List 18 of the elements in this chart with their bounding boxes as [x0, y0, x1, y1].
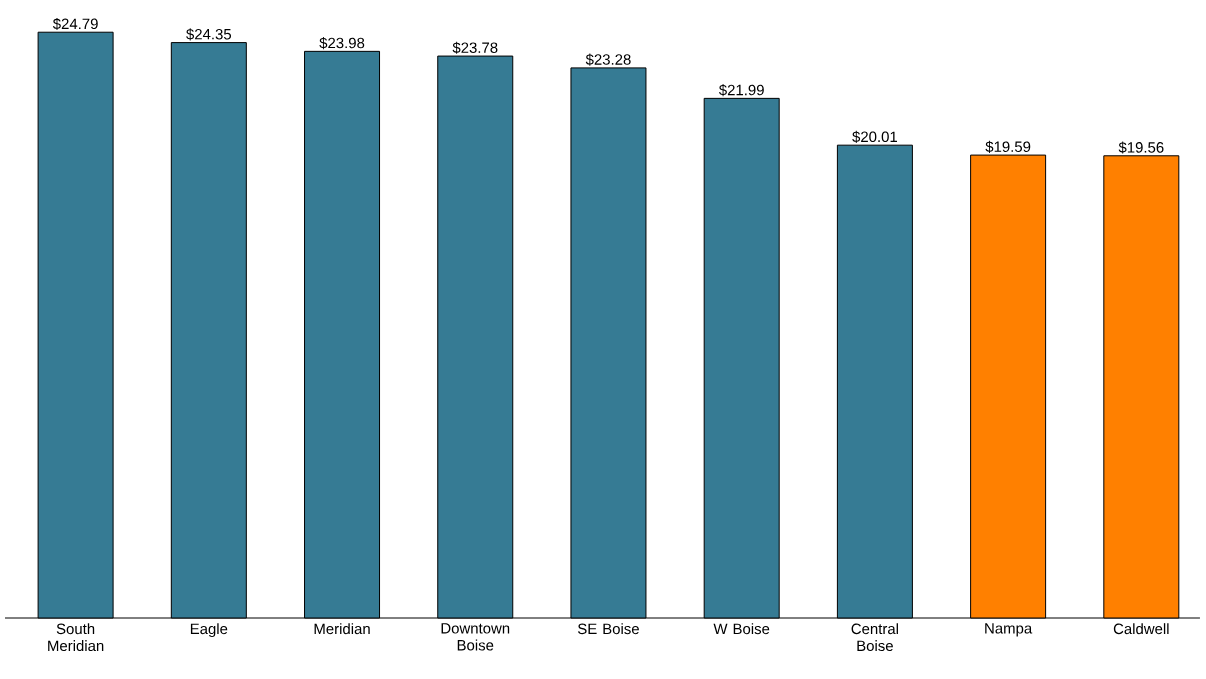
x-tick-label: SE Boise: [577, 623, 639, 635]
data-label: $24.79: [52, 17, 98, 30]
x-tick-label: Nampa: [985, 623, 1033, 637]
x-tick-label: South Meridian: [48, 623, 104, 652]
data-label: $24.35: [186, 28, 232, 41]
x-tick-label: Eagle: [190, 623, 228, 638]
x-tick-label: Caldwell: [1113, 623, 1169, 635]
data-label: $23.78: [452, 41, 498, 54]
data-label: $19.59: [985, 140, 1031, 153]
data-label: $19.56: [1118, 141, 1164, 154]
x-tick-label: Meridian: [314, 623, 370, 635]
data-label: $20.01: [852, 130, 898, 143]
data-label: $21.99: [718, 84, 764, 97]
x-tick-label: W Boise: [713, 623, 770, 635]
data-label: $23.28: [585, 53, 631, 66]
data-label: $23.98: [319, 37, 365, 50]
x-tick-label: Downtown Boise: [441, 623, 510, 651]
x-tick-label: Central Boise: [851, 623, 898, 652]
